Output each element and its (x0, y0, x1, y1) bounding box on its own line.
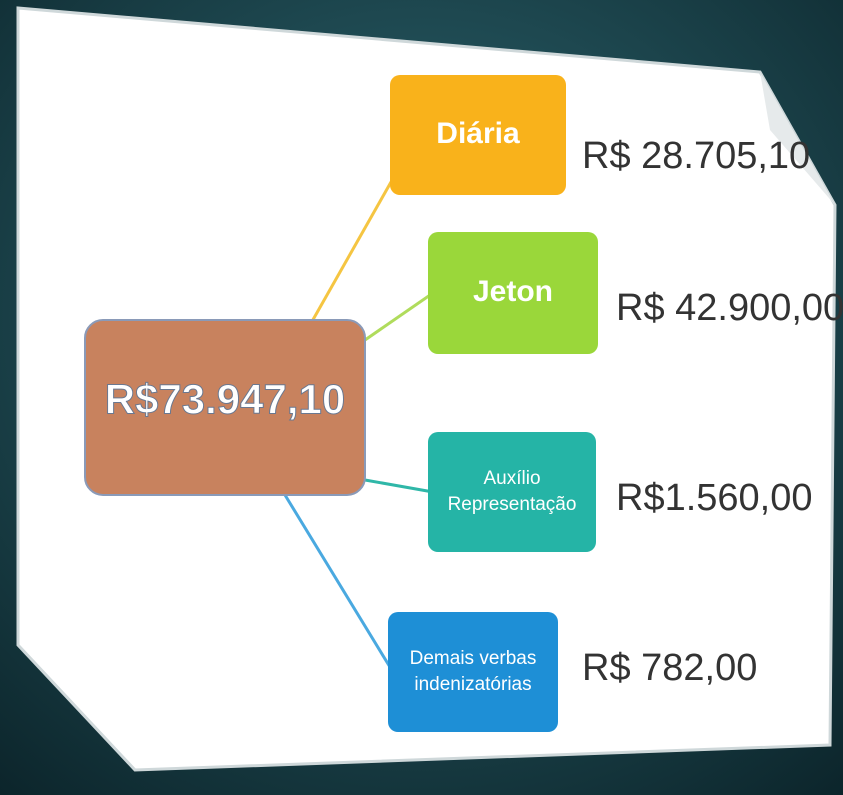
node-box (388, 612, 558, 732)
node-label: Diária (436, 117, 520, 150)
node-label: Jeton (473, 275, 553, 308)
node-value: R$ 782,00 (582, 647, 757, 689)
fold (18, 645, 135, 770)
connector (283, 494, 395, 673)
node-value: R$ 42.900,00 (616, 287, 843, 329)
node-value: R$1.560,00 (616, 477, 813, 519)
root-box (84, 319, 366, 496)
connector (308, 174, 397, 326)
root-label: R$73.947,10 (105, 376, 346, 423)
node-box (428, 232, 598, 354)
node-label: indenizatórias (414, 674, 531, 695)
connector (364, 478, 434, 494)
node-label: Representação (448, 494, 577, 515)
node-box (390, 75, 566, 195)
node-box (428, 432, 596, 552)
node-value: R$ 28.705,10 (582, 135, 810, 177)
node-label: Demais verbas (410, 648, 537, 669)
fold (760, 72, 835, 205)
node-label: Auxílio (483, 468, 540, 489)
connector (364, 291, 434, 342)
